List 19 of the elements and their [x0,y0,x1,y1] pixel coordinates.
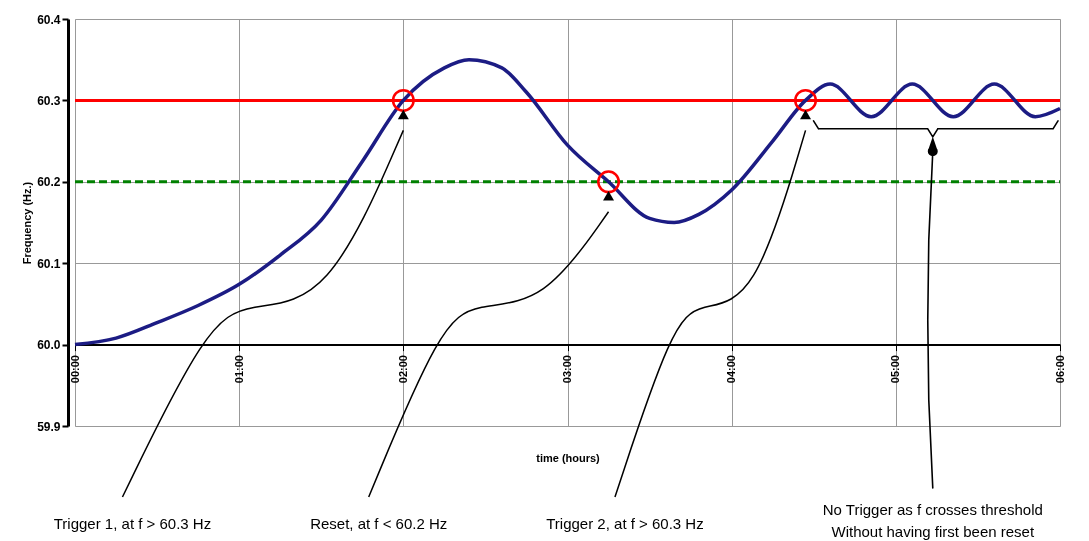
x-tick-label: 03:00 [561,355,573,384]
y-tick-label: 60.2 [37,175,61,190]
x-tick-label: 00:00 [68,355,81,384]
text: Trigger 2, at f > 60.3 Hz [546,515,704,532]
x-tick-label: 06:00 [1053,355,1066,384]
x-tick-label: 01:00 [232,355,245,384]
x-tick-label: 05:00 [889,355,902,384]
x-tick-label: 02:00 [396,355,409,384]
y-tick-label: 59.9 [37,419,61,434]
text: No Trigger as f crosses threshold Without having first been reset [822,501,1043,540]
text: Reset, at f < 60.2 Hz [310,515,448,532]
text: Trigger 1, at f > 60.3 Hz [53,515,212,532]
y-axis-title: Frequency (Hz.) [21,181,34,265]
y-tick-label: 60.1 [37,256,61,271]
y-tick-label: 60.4 [37,12,61,27]
y-tick-label: 60.0 [37,338,61,353]
x-tick-label: 04:00 [725,355,738,384]
x-axis-title: time (hours) [536,452,601,465]
y-tick-label: 60.3 [37,93,61,108]
